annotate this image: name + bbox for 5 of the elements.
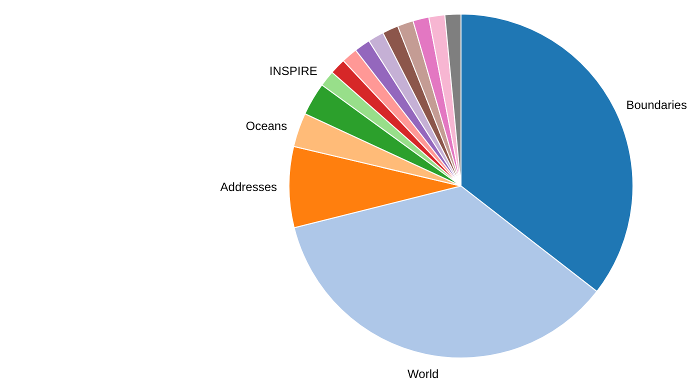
slice-label: Boundaries	[626, 98, 687, 112]
slice-label: Addresses	[220, 180, 278, 194]
slice-label: World	[408, 367, 439, 382]
slice-label: Oceans	[246, 118, 288, 133]
slice-label: INSPIRE	[269, 64, 318, 78]
